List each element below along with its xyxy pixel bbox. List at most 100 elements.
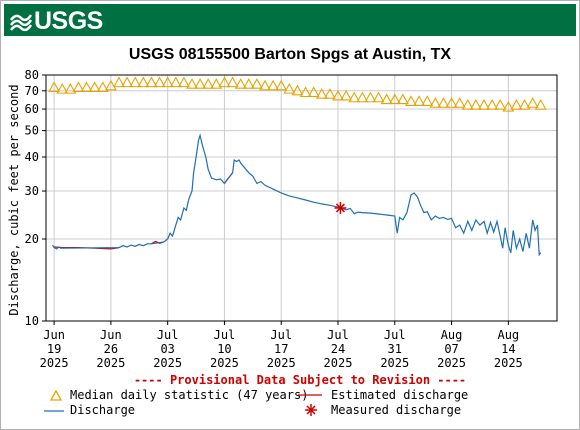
median-marker — [429, 97, 442, 108]
x-tick-label: Aug — [497, 328, 519, 342]
x-tick-label: 2025 — [437, 356, 466, 370]
legend-item-estimated: Estimated discharge — [298, 388, 468, 402]
median-marker — [121, 76, 134, 88]
median-marker — [194, 78, 207, 89]
y-tick-label: 10 — [25, 314, 39, 328]
x-tick-label: 2025 — [267, 356, 296, 370]
x-tick-label: Jul — [270, 328, 292, 342]
median-marker — [494, 99, 507, 110]
median-marker — [226, 76, 239, 88]
legend: Median daily statistic (47 years) Estima… — [44, 388, 468, 417]
median-marker — [48, 81, 61, 93]
median-marker — [113, 76, 125, 88]
median-marker — [72, 81, 85, 93]
median-marker — [177, 76, 190, 88]
legend-label-discharge: Discharge — [70, 403, 135, 417]
median-marker — [299, 86, 312, 98]
median-marker — [356, 91, 369, 103]
legend-label-measured: Measured discharge — [331, 403, 461, 417]
provisional-note: ---- Provisional Data Subject to Revisio… — [134, 373, 466, 387]
x-tick-label: 19 — [47, 342, 61, 356]
y-tick-label: 80 — [25, 68, 39, 82]
median-marker — [234, 78, 247, 89]
median-marker — [510, 99, 523, 110]
median-marker — [283, 82, 296, 94]
median-marker — [340, 89, 353, 101]
legend-item-discharge: Discharge — [44, 403, 135, 417]
median-marker — [307, 86, 320, 98]
median-marker — [445, 97, 458, 108]
median-marker — [421, 95, 434, 106]
legend-label-estimated: Estimated discharge — [331, 388, 468, 402]
median-marker — [96, 81, 109, 93]
usgs-logo-text: USGS — [34, 7, 103, 35]
median-marker — [405, 95, 417, 106]
axes: 1020304050607080Jun192025Jun262025Jul032… — [25, 68, 558, 370]
median-marker — [380, 93, 393, 105]
measured-discharge-marker — [334, 201, 347, 214]
median-marker — [348, 91, 361, 103]
legend-label-median: Median daily statistic (47 years) — [70, 388, 308, 402]
median-marker — [469, 99, 482, 110]
grid — [46, 74, 557, 322]
x-tick-label: 31 — [388, 342, 402, 356]
y-axis-label: Discharge, cubic feet per second — [7, 84, 21, 315]
median-marker — [242, 78, 255, 89]
x-tick-label: 2025 — [96, 356, 125, 370]
median-marker — [396, 93, 409, 105]
y-tick-label: 20 — [25, 232, 39, 246]
median-marker — [413, 95, 426, 106]
median-marker — [291, 84, 304, 96]
median-marker — [202, 78, 215, 89]
y-tick-label: 50 — [25, 124, 39, 138]
median-marker — [210, 78, 223, 89]
x-tick-label: 2025 — [40, 356, 69, 370]
median-marker — [88, 81, 101, 93]
triangle-marker-icon — [49, 389, 63, 401]
median-marker — [267, 79, 280, 91]
y-tick-label: 60 — [25, 102, 39, 116]
legend-item-measured: Measured discharge — [305, 403, 461, 417]
asterisk-stroke — [335, 203, 345, 213]
discharge-line — [51, 133, 542, 257]
x-tick-label: Jun — [100, 328, 122, 342]
x-tick-label: 07 — [444, 342, 458, 356]
median-marker — [534, 99, 547, 110]
median-marker — [104, 79, 117, 91]
median-marker — [145, 76, 158, 88]
median-marker — [332, 89, 344, 101]
median-marker — [518, 99, 531, 110]
median-marker — [250, 78, 263, 89]
median-marker — [161, 76, 174, 88]
x-tick-label: 14 — [501, 342, 515, 356]
y-tick-label: 70 — [25, 84, 39, 98]
x-tick-label: Jul — [327, 328, 349, 342]
median-marker — [453, 97, 466, 108]
x-tick-label: 2025 — [380, 356, 409, 370]
median-marker — [486, 99, 499, 110]
y-tick-label: 40 — [25, 150, 39, 164]
x-tick-label: Jul — [384, 328, 406, 342]
x-tick-label: 17 — [274, 342, 288, 356]
x-tick-label: 03 — [160, 342, 174, 356]
legend-item-median: Median daily statistic (47 years) — [49, 388, 308, 402]
median-marker — [364, 91, 377, 103]
median-marker — [502, 100, 515, 112]
plot-area — [46, 75, 557, 321]
median-marker — [275, 79, 288, 91]
x-tick-label: Jul — [214, 328, 236, 342]
x-tick-label: 24 — [331, 342, 345, 356]
median-marker — [64, 82, 77, 94]
median-marker — [218, 76, 231, 88]
x-tick-label: Jul — [157, 328, 179, 342]
x-tick-label: 10 — [217, 342, 231, 356]
median-marker — [137, 76, 150, 88]
median-marker — [461, 99, 474, 110]
median-marker — [186, 78, 198, 89]
usgs-banner: USGS — [4, 4, 576, 36]
median-marker — [388, 93, 401, 105]
median-marker — [153, 76, 166, 88]
x-tick-label: 2025 — [210, 356, 239, 370]
median-marker — [315, 88, 328, 99]
